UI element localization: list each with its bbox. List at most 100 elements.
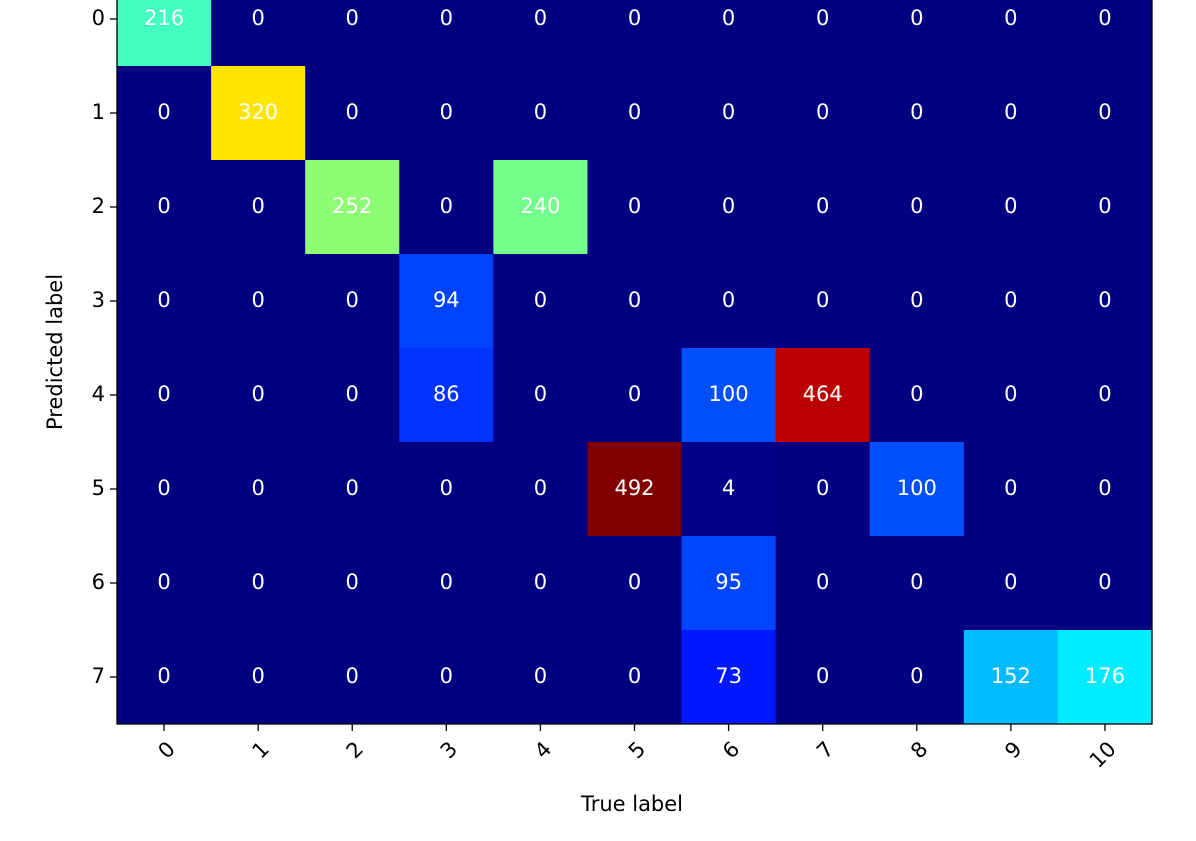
cell-value-label: 0 <box>534 382 547 406</box>
heatmap-cell <box>493 442 588 537</box>
cell-value-label: 464 <box>803 382 843 406</box>
heatmap-cell <box>775 254 871 349</box>
y-tick-label: 3 <box>92 288 105 312</box>
heatmap-cell <box>493 0 588 67</box>
heatmap-cell <box>681 630 777 725</box>
cell-value-label: 0 <box>346 6 359 30</box>
heatmap-cell <box>211 348 306 443</box>
heatmap-cell <box>1057 0 1153 67</box>
cell-value-label: 0 <box>816 664 829 688</box>
cell-value-label: 0 <box>722 194 735 218</box>
cell-value-label: 0 <box>440 194 453 218</box>
x-tick-label: 2 <box>342 737 368 763</box>
cell-value-label: 86 <box>433 382 460 406</box>
cell-value-label: 0 <box>628 288 641 312</box>
heatmap-cell <box>399 442 494 537</box>
cell-value-label: 152 <box>991 664 1031 688</box>
cell-value-label: 0 <box>910 194 923 218</box>
cell-value-label: 0 <box>534 476 547 500</box>
heatmap-cell <box>963 0 1059 67</box>
cell-value-label: 0 <box>251 6 264 30</box>
cell-value-label: 0 <box>157 382 170 406</box>
cell-value-label: 0 <box>1004 288 1017 312</box>
heatmap-cell <box>963 348 1059 443</box>
heatmap-cell <box>305 160 400 255</box>
cell-value-label: 0 <box>251 476 264 500</box>
cell-value-label: 0 <box>816 194 829 218</box>
cell-value-label: 0 <box>346 100 359 124</box>
heatmap-cell <box>493 66 588 161</box>
heatmap-cell <box>963 66 1059 161</box>
heatmap-cell <box>587 160 683 255</box>
cell-value-label: 0 <box>910 288 923 312</box>
y-tick-label: 7 <box>92 664 105 688</box>
cell-value-label: 0 <box>816 476 829 500</box>
cell-value-label: 0 <box>722 288 735 312</box>
cell-value-label: 0 <box>440 100 453 124</box>
cell-value-label: 0 <box>346 570 359 594</box>
heatmap-cell <box>869 536 965 631</box>
cell-value-label: 252 <box>332 194 372 218</box>
heatmap-cell <box>681 66 777 161</box>
cell-value-label: 0 <box>534 570 547 594</box>
cell-value-label: 0 <box>1098 194 1111 218</box>
cell-value-label: 0 <box>346 664 359 688</box>
heatmap-cell <box>869 0 965 67</box>
x-tick-label: 8 <box>906 737 932 763</box>
heatmap-cell <box>775 0 871 67</box>
heatmap-cell <box>211 160 306 255</box>
x-tick-label: 10 <box>1085 737 1121 773</box>
cell-value-label: 0 <box>440 476 453 500</box>
heatmap-cell <box>681 348 777 443</box>
cell-value-label: 0 <box>440 6 453 30</box>
heatmap-cell <box>587 254 683 349</box>
heatmap-cell <box>587 630 683 725</box>
cell-value-label: 4 <box>722 476 735 500</box>
heatmap-cell <box>493 254 588 349</box>
heatmap-cell <box>305 536 400 631</box>
cell-value-label: 0 <box>251 570 264 594</box>
heatmap-cell <box>775 160 871 255</box>
heatmap-cell <box>963 630 1059 725</box>
cell-value-label: 0 <box>251 288 264 312</box>
y-tick-label: 1 <box>92 100 105 124</box>
cell-value-label: 0 <box>1098 100 1111 124</box>
heatmap-cell <box>1057 630 1153 725</box>
x-axis-label: True label <box>580 792 683 816</box>
x-tick-label: 1 <box>247 737 273 763</box>
cell-value-label: 0 <box>157 100 170 124</box>
cell-value-label: 0 <box>722 6 735 30</box>
cell-value-label: 100 <box>897 476 937 500</box>
cell-value-label: 0 <box>157 664 170 688</box>
heatmap-cell <box>1057 348 1153 443</box>
cell-value-label: 0 <box>251 382 264 406</box>
heatmap-cell <box>587 0 683 67</box>
cell-value-label: 0 <box>816 6 829 30</box>
heatmap-cell <box>493 536 588 631</box>
heatmap-cell <box>399 630 494 725</box>
x-tick-label: 6 <box>718 737 744 763</box>
x-tick-label: 0 <box>153 737 179 763</box>
x-tick-label: 7 <box>812 737 838 763</box>
y-tick-label: 0 <box>92 6 105 30</box>
heatmap-cell <box>587 536 683 631</box>
heatmap-cell <box>681 254 777 349</box>
heatmap-cell <box>117 442 212 537</box>
heatmap-cell <box>211 254 306 349</box>
cell-value-label: 0 <box>1004 194 1017 218</box>
y-tick-label: 5 <box>92 476 105 500</box>
cell-value-label: 0 <box>157 288 170 312</box>
heatmap-cell <box>117 0 212 67</box>
cell-value-label: 0 <box>157 476 170 500</box>
cell-value-label: 94 <box>433 288 460 312</box>
heatmap-cell <box>211 536 306 631</box>
cell-value-label: 0 <box>1098 382 1111 406</box>
x-tick-label: 4 <box>530 737 556 763</box>
heatmap-cell <box>211 0 306 67</box>
heatmap-cell <box>869 348 965 443</box>
y-tick-label: 2 <box>92 194 105 218</box>
heatmap-cell <box>1057 160 1153 255</box>
heatmap-cell <box>399 348 494 443</box>
cell-value-label: 0 <box>628 6 641 30</box>
heatmap-cell <box>775 348 871 443</box>
